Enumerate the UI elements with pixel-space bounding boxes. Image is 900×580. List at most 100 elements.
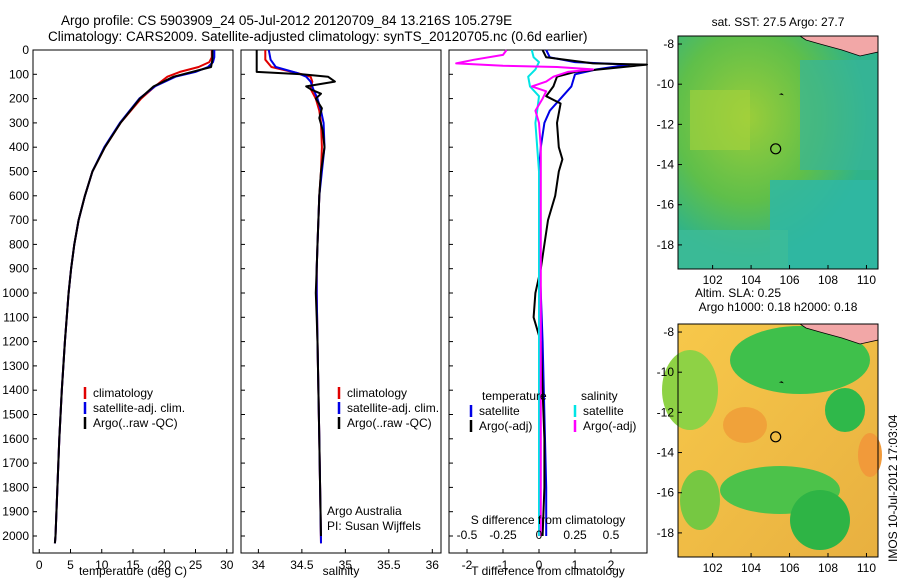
sst_map-ytick-label: -12 [657, 117, 675, 131]
sla_map-xtick-label: 104 [741, 561, 761, 575]
sla_map-xtick-label: 106 [780, 561, 800, 575]
salinity-axes [240, 49, 442, 554]
temperature-legend-label: climatology [93, 386, 153, 400]
difference-legend-label: satellite [583, 404, 624, 418]
sst_map-ytick-label: -10 [657, 77, 675, 91]
depth-tick-label: 1400 [2, 383, 29, 397]
salinity-legend-label: satellite-adj. clim. [347, 401, 439, 415]
depth-tick-label: 1600 [2, 432, 29, 446]
temperature-xtick-label: 10 [95, 558, 109, 572]
sst-map [677, 35, 879, 270]
temperature-series-argo-line [53, 50, 214, 544]
sst_map-title: sat. SST: 27.5 Argo: 27.7 [712, 15, 845, 29]
sla_map-track-mark [778, 381, 784, 384]
difference-top-tick-label: 0.25 [563, 528, 587, 542]
depth-tick-label: 1700 [2, 456, 29, 470]
sst_map-xtick-label: 110 [857, 273, 876, 287]
salinity-xtick-label: 35 [339, 558, 353, 572]
difference-xtick-label: 0 [536, 558, 543, 572]
sst_map-track-mark [778, 93, 784, 96]
salinity-xtick-label: 34.5 [290, 558, 314, 572]
salinity-annotation: Argo Australia [327, 504, 402, 518]
salinity-xtick-label: 35.5 [377, 558, 401, 572]
depth-tick-label: 200 [9, 92, 29, 106]
sla_map-ytick-label: -12 [657, 405, 675, 419]
title-line-1: Argo profile: CS 5903909_24 05-Jul-2012 … [61, 13, 513, 28]
depth-tick-label: 700 [9, 213, 29, 227]
sla_map-title-line: Altim. SLA: 0.25 [695, 286, 781, 300]
depth-tick-label: 600 [9, 189, 29, 203]
difference-xlabel-top: S difference from climatology [471, 513, 626, 527]
salinity-xlabel: salinity [323, 564, 360, 578]
sst_map-xtick-label: 104 [741, 273, 761, 287]
sla-map [662, 323, 882, 558]
difference-legend-label: Argo(-adj) [583, 419, 636, 433]
depth-tick-label: 500 [9, 164, 29, 178]
difference-xtick-label: 1 [572, 558, 579, 572]
depth-tick-label: 1800 [2, 480, 29, 494]
difference-series-sal_argo-line [455, 49, 594, 536]
sla_map-ytick-label: -18 [657, 526, 675, 540]
sst_map-xtick-label: 106 [780, 273, 800, 287]
difference-axes [448, 49, 648, 554]
difference-series-sal_satellite-line [527, 49, 540, 536]
depth-tick-label: 100 [9, 67, 29, 81]
difference-xtick-label: -2 [462, 558, 473, 572]
temperature-xtick-label: 25 [189, 558, 203, 572]
depth-tick-label: 800 [9, 237, 29, 251]
sst_map-ytick-label: -18 [657, 238, 675, 252]
temperature-axes [32, 49, 234, 554]
temperature-xtick-label: 15 [126, 558, 140, 572]
sst_map-ytick-label: -8 [663, 37, 674, 51]
temperature-xtick-label: 30 [220, 558, 234, 572]
sst_map-xtick-label: 102 [703, 273, 723, 287]
depth-tick-label: 0 [22, 43, 29, 57]
depth-tick-label: 1200 [2, 335, 29, 349]
salinity-series-argo-line [255, 50, 336, 537]
title-line-2: Climatology: CARS2009. Satellite-adjuste… [48, 29, 588, 44]
temperature-xtick-label: 0 [36, 558, 43, 572]
difference-top-tick-label: -0.25 [489, 528, 517, 542]
difference-top-tick-label: 0 [536, 528, 543, 542]
depth-tick-label: 2000 [2, 529, 29, 543]
difference-xtick-label: -1 [498, 558, 509, 572]
depth-tick-label: 300 [9, 116, 29, 130]
salinity-legend-label: climatology [347, 386, 407, 400]
difference-top-tick-label: -0.5 [457, 528, 478, 542]
sla_map-ytick-label: -16 [657, 486, 675, 500]
depth-tick-label: 400 [9, 140, 29, 154]
difference-series-satellite-line [538, 49, 630, 536]
temperature-xtick-label: 20 [158, 558, 172, 572]
salinity-series-climatology-line [264, 50, 323, 544]
difference-legend-header-temperature: temperature [482, 389, 547, 403]
depth-tick-label: 1500 [2, 407, 29, 421]
sla_map-ytick-label: -10 [657, 365, 675, 379]
difference-legend-label: satellite [479, 404, 520, 418]
temperature-legend-label: satellite-adj. clim. [93, 401, 185, 415]
side-stamp: IMOS 10-Jul-2012 17:03:04 [886, 414, 900, 562]
temperature-xtick-label: 5 [67, 558, 74, 572]
difference-legend-header-salinity: salinity [581, 389, 618, 403]
difference-series-argo-line [532, 49, 648, 537]
difference-xlabel: T difference from climatology [471, 564, 625, 578]
difference-xtick-label: 2 [608, 558, 615, 572]
difference-legend-label: Argo(-adj) [479, 419, 532, 433]
salinity-xtick-label: 34 [252, 558, 266, 572]
salinity-xtick-label: 36 [426, 558, 440, 572]
sla_map-xtick-label: 102 [703, 561, 723, 575]
temperature-legend-label: Argo(..raw -QC) [93, 416, 178, 430]
sla_map-xtick-label: 108 [818, 561, 838, 575]
depth-tick-label: 1300 [2, 359, 29, 373]
temperature-series-climatology-line [53, 50, 213, 544]
depth-tick-label: 900 [9, 262, 29, 276]
sla_map-profile-marker [770, 431, 782, 443]
sla_map-ytick-label: -8 [663, 325, 674, 339]
sst_map-ytick-label: -16 [657, 198, 675, 212]
depth-tick-label: 1900 [2, 505, 29, 519]
difference-top-tick-label: 0.5 [603, 528, 620, 542]
sst_map-xtick-label: 108 [818, 273, 838, 287]
sla_map-ytick-label: -14 [657, 446, 675, 460]
temperature-xlabel: temperature (deg C) [79, 564, 187, 578]
sla_map-xtick-label: 110 [857, 561, 876, 575]
